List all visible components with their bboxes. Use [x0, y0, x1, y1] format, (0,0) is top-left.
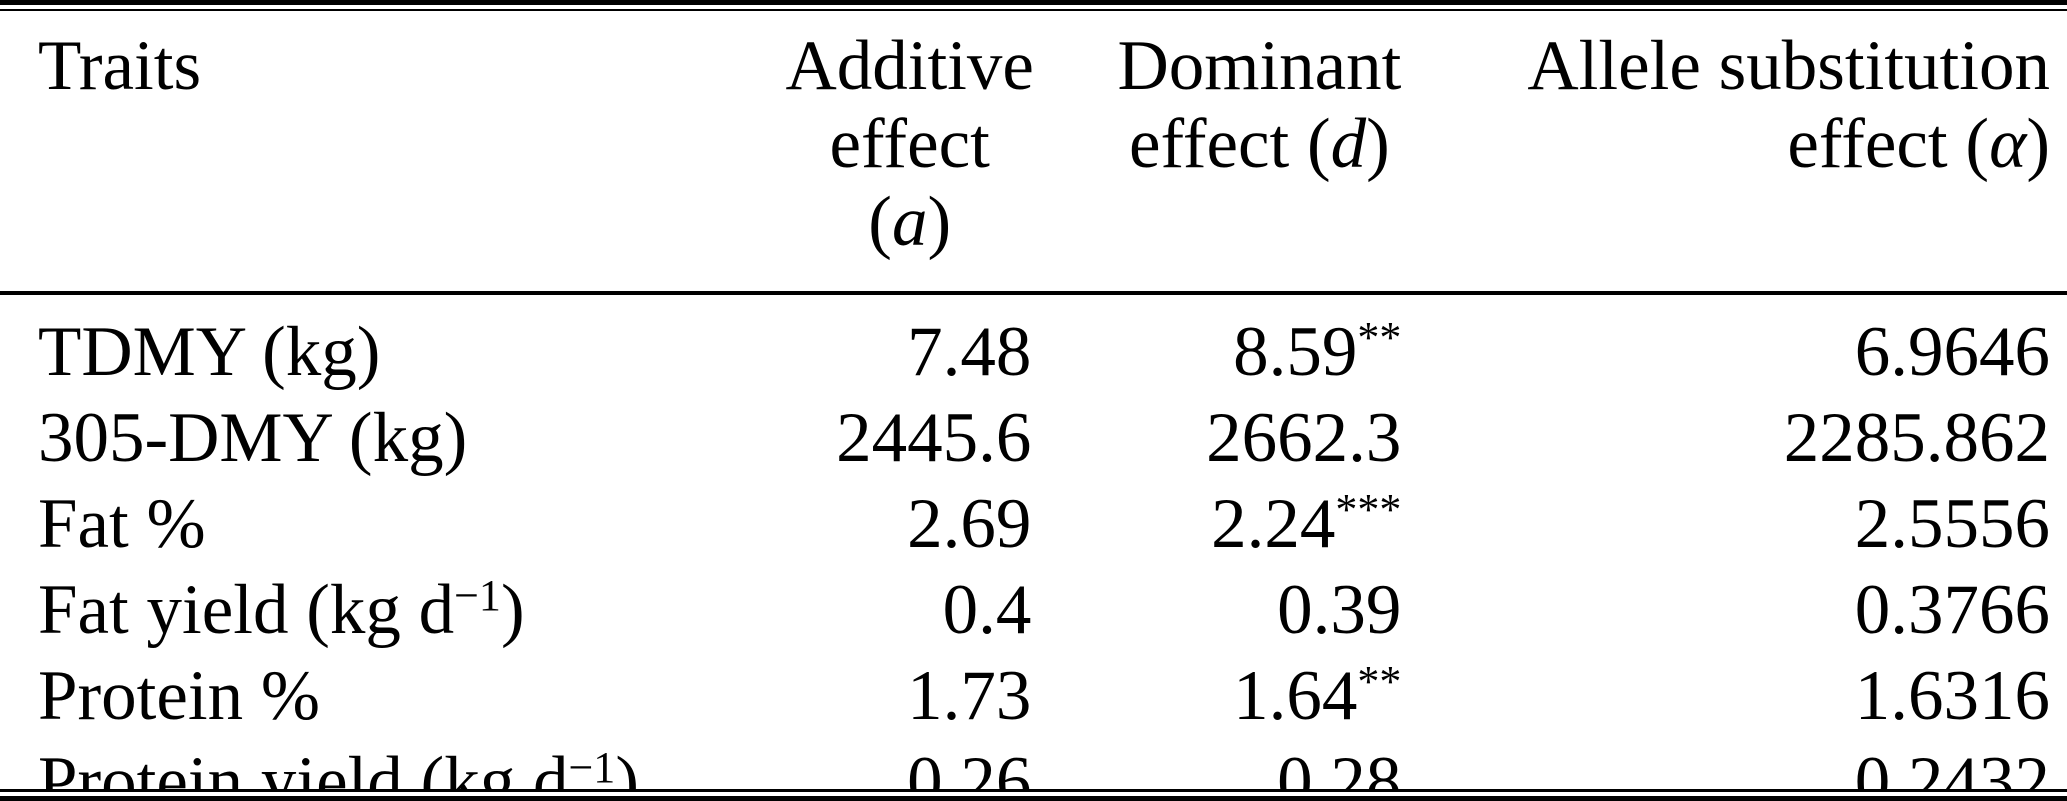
header-row: Traits Additive effect (a) Dominant effe…: [0, 11, 2067, 295]
header-dominant-line1: Dominant: [1117, 27, 1402, 105]
dominant-value: 2662.3: [1206, 399, 1402, 477]
top-rule-thick: [0, 0, 2067, 5]
trait-superscript: −1: [568, 743, 616, 793]
bottom-rule-thin: [0, 789, 2067, 792]
additive-value: 7.48: [907, 313, 1032, 391]
header-traits: Traits: [0, 11, 786, 295]
trait-superscript: −1: [454, 571, 501, 621]
genetic-effects-table: Traits Additive effect (a) Dominant effe…: [0, 11, 2067, 801]
header-allele-line1: Allele substitution: [1527, 27, 2050, 105]
header-additive-line2: effect (a): [829, 105, 990, 261]
trait-cell: Fat %: [38, 485, 206, 563]
dominant-value: 8.59**: [1233, 313, 1402, 391]
table-row: TDMY (kg) 7.48 8.59** 6.9646: [0, 293, 2067, 395]
variable-a: a: [891, 183, 928, 261]
table-row: Fat yield (kg d−1) 0.4 0.39 0.3766: [0, 567, 2067, 653]
trait-cell: Protein %: [38, 657, 320, 735]
header-dominant-line2: effect (d): [1129, 105, 1390, 183]
variable-alpha: α: [1989, 105, 2027, 183]
allele-value: 1.6316: [1854, 657, 2050, 735]
additive-value: 2.69: [907, 485, 1032, 563]
allele-value: 0.3766: [1854, 571, 2050, 649]
header-additive-effect: Additive effect (a): [785, 11, 1034, 295]
table-row: Fat % 2.69 2.24*** 2.5556: [0, 481, 2067, 567]
header-dominant-effect: Dominant effect (d): [1031, 11, 1402, 295]
additive-value: 1.73: [907, 657, 1032, 735]
variable-d: d: [1330, 105, 1367, 183]
trait-cell: TDMY (kg): [38, 313, 381, 391]
significance-stars: **: [1357, 657, 1402, 707]
allele-value: 2.5556: [1854, 485, 2050, 563]
trait-cell: Fat yield (kg d−1): [38, 571, 525, 649]
bottom-rules: [0, 789, 2067, 801]
dominant-value: 2.24***: [1211, 485, 1402, 563]
header-additive-line1: Additive: [785, 27, 1034, 105]
additive-value: 0.4: [942, 571, 1032, 649]
table-row: Protein % 1.73 1.64** 1.6316: [0, 653, 2067, 739]
top-rule-thin: [0, 9, 2067, 11]
bottom-rule-gap: [0, 792, 2067, 796]
table-row: 305-DMY (kg) 2445.6 2662.3 2285.862: [0, 395, 2067, 481]
additive-value: 2445.6: [836, 399, 1032, 477]
dominant-value: 1.64**: [1233, 657, 1402, 735]
significance-stars: ***: [1335, 485, 1402, 535]
allele-value: 6.9646: [1854, 313, 2050, 391]
dominant-value: 0.39: [1277, 571, 1402, 649]
header-traits-label: Traits: [38, 27, 202, 105]
header-allele-line2: effect (α): [1787, 105, 2050, 183]
significance-stars: **: [1357, 313, 1402, 363]
header-allele-substitution-effect: Allele substitution effect (α): [1401, 11, 2067, 295]
top-rule-gap: [0, 5, 2067, 9]
allele-value: 2285.862: [1783, 399, 2050, 477]
trait-cell: 305-DMY (kg): [38, 399, 468, 477]
bottom-rule-thick: [0, 796, 2067, 801]
